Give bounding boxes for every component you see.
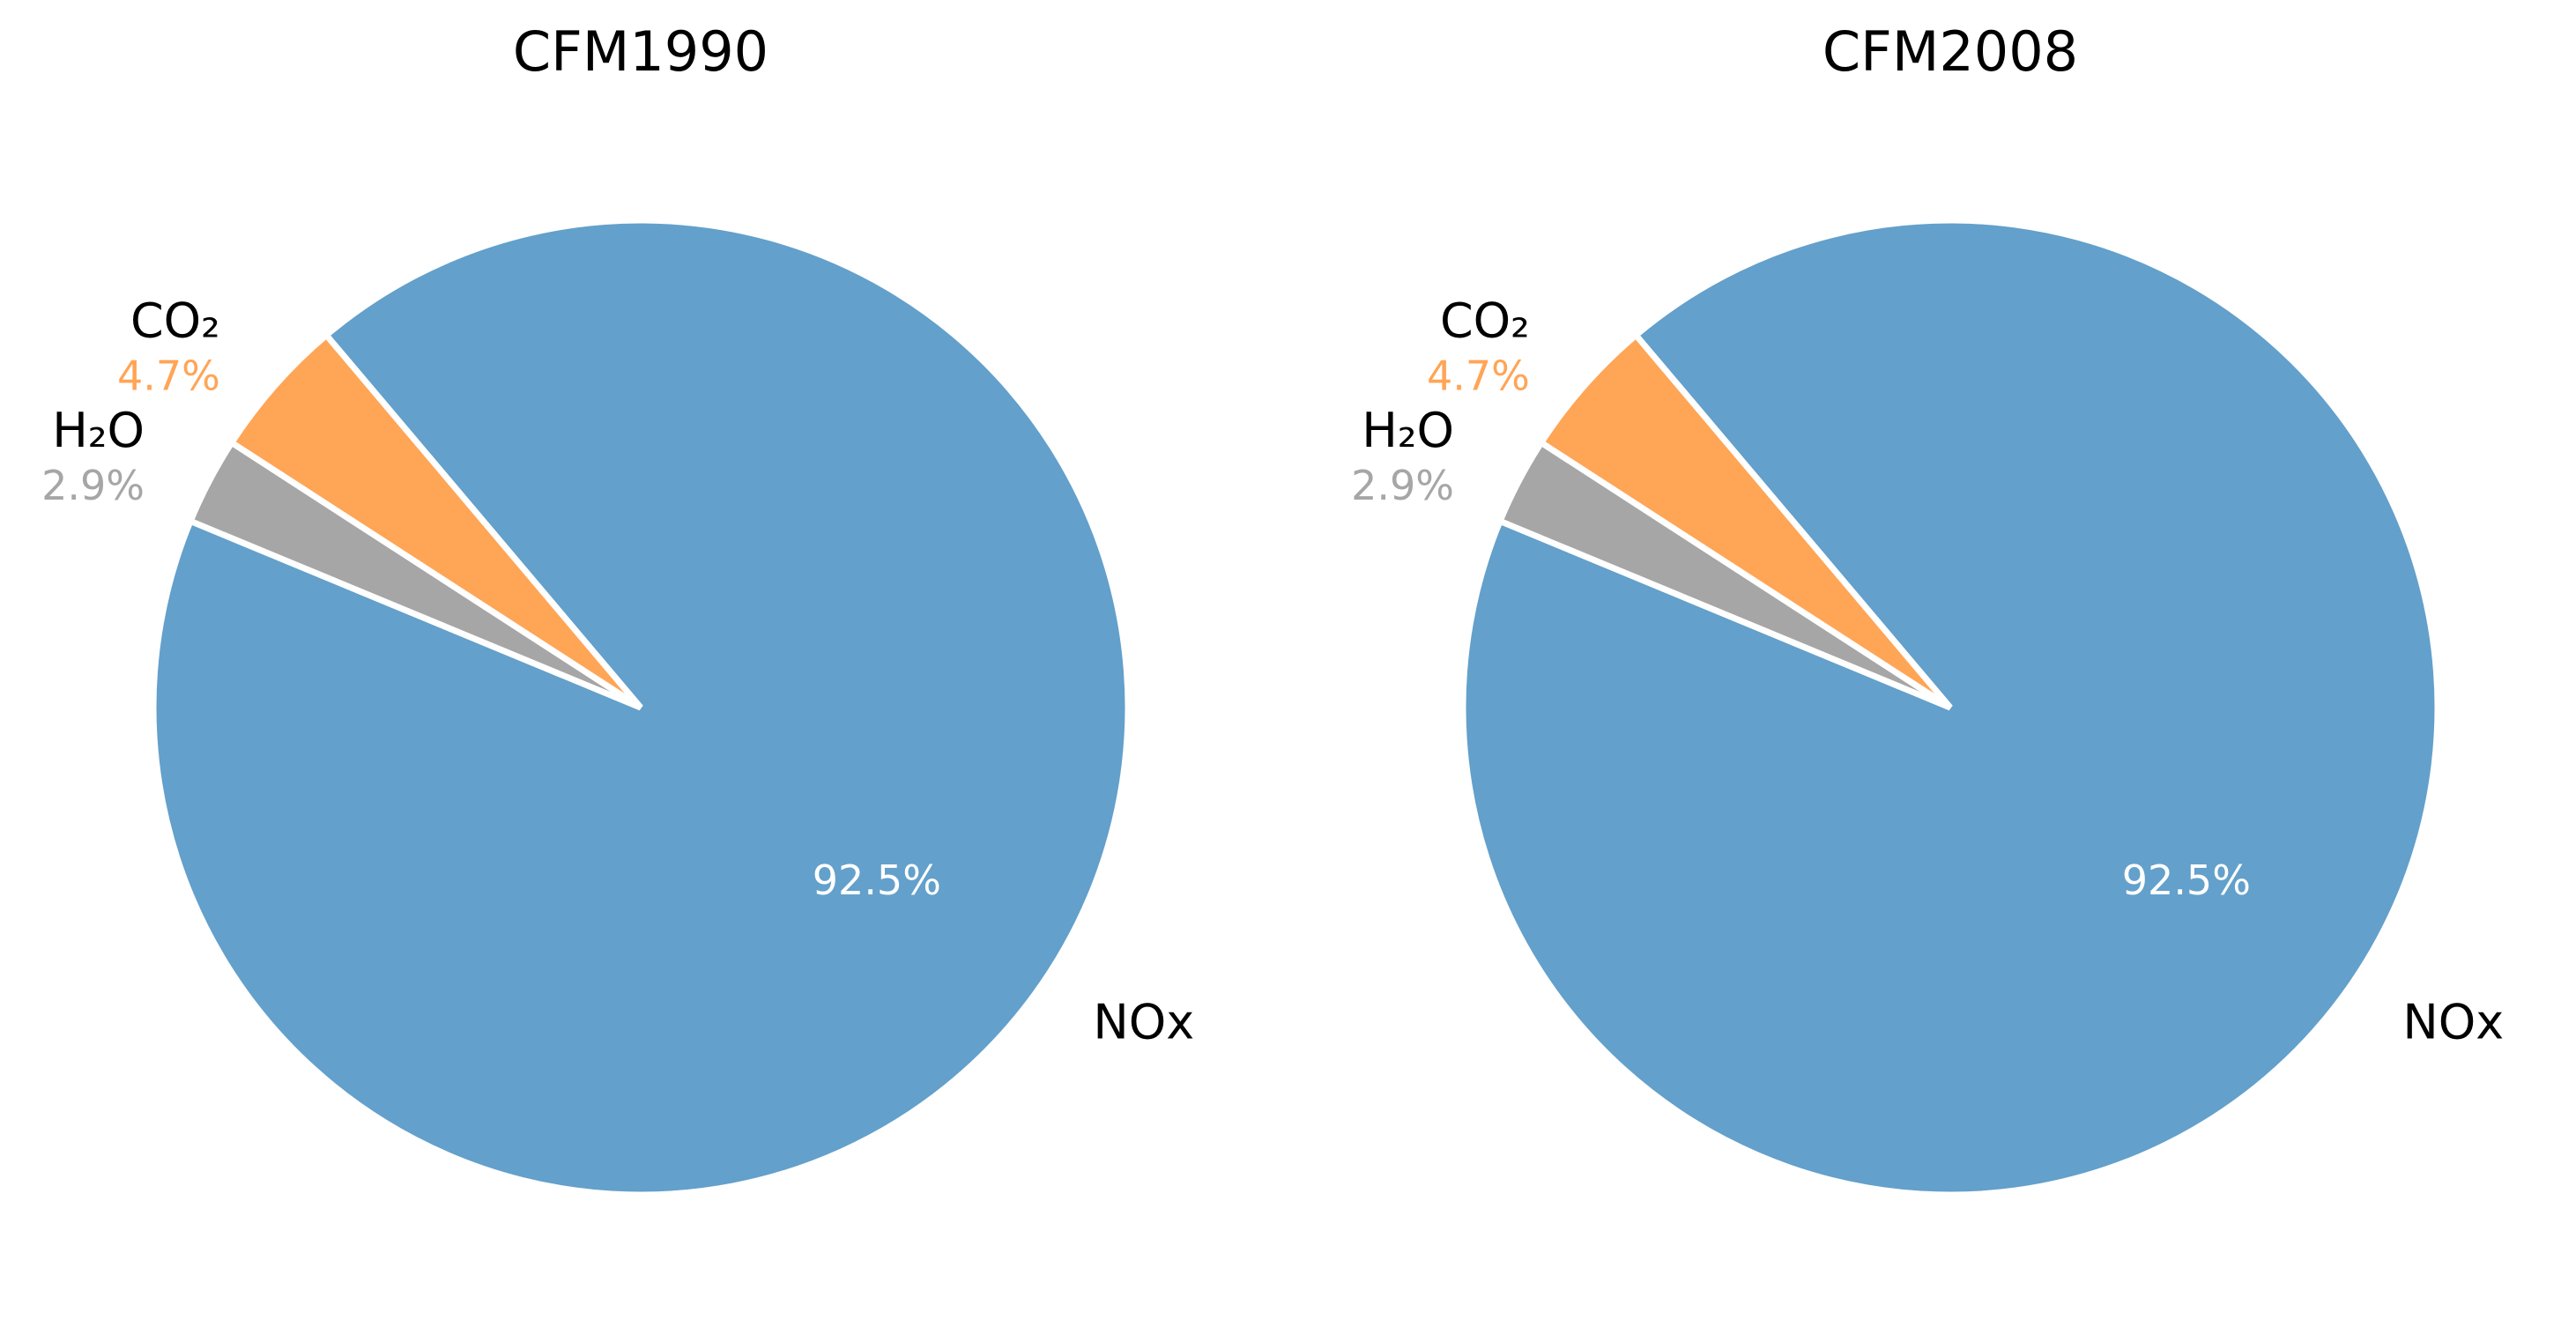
slice-label-nox: NOx xyxy=(1093,994,1194,1049)
pie-slice-ho xyxy=(186,438,642,711)
slice-label-ho: H₂O xyxy=(52,403,145,458)
pie-slice-ho xyxy=(1496,438,1952,711)
slice-label-nox: NOx xyxy=(2402,994,2504,1049)
slice-label-co: CO₂ xyxy=(130,293,220,349)
percent-label-nox: 92.5% xyxy=(813,856,941,904)
percent-label-co: 4.7% xyxy=(117,352,220,400)
slice-label-co: CO₂ xyxy=(1440,293,1530,349)
percent-label-ho: 2.9% xyxy=(41,462,145,509)
chart-title: CFM1990 xyxy=(513,19,768,84)
percent-label-co: 4.7% xyxy=(1427,352,1530,400)
percent-label-nox: 92.5% xyxy=(2122,856,2251,904)
slice-label-ho: H₂O xyxy=(1362,403,1454,458)
chart-title: CFM2008 xyxy=(1823,19,2078,84)
percent-label-ho: 2.9% xyxy=(1351,462,1454,509)
